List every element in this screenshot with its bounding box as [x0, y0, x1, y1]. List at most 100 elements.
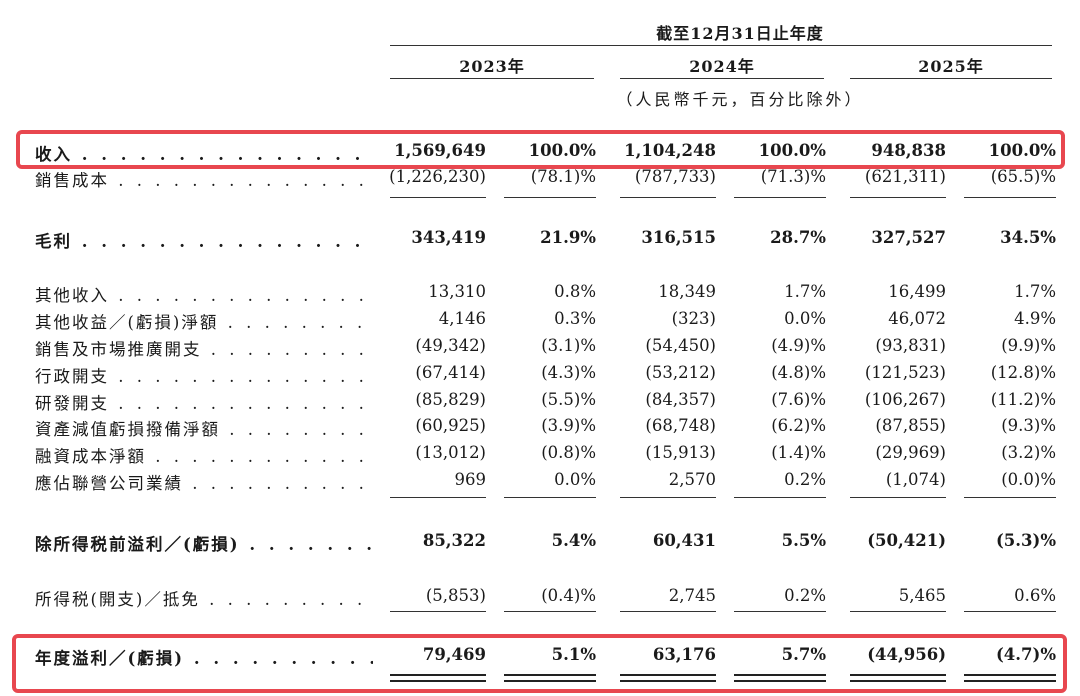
row-label-text: 其他收益／(虧損)淨額	[35, 313, 219, 332]
percent-cell: (1.4)%	[771, 443, 826, 462]
row-label-text: 銷售及市場推廣開支	[35, 340, 202, 359]
year-underline-2024	[620, 78, 824, 79]
row-label: 資產減值虧損撥備淨額 . . . . . . . . . . . . . . .…	[35, 416, 373, 442]
amount-cell: 46,072	[888, 309, 946, 328]
row-label: 毛利 . . . . . . . . . . . . . . . . . . .…	[35, 228, 373, 254]
amount-cell: 948,838	[871, 141, 946, 160]
percent-cell: 5.7%	[781, 645, 826, 664]
percent-cell: 100.0%	[758, 141, 826, 160]
period-header: 截至12月31日止年度	[656, 24, 824, 43]
percent-cell: (78.1)%	[530, 167, 596, 186]
amount-cell: 60,431	[652, 531, 716, 550]
leader-dots: . . . . . . . . . . . . . . . . . . . . …	[210, 340, 373, 359]
row-label-text: 應佔聯營公司業績	[35, 474, 183, 493]
amount-cell: 18,349	[658, 282, 716, 301]
table-row: 融資成本淨額 . . . . . . . . . . . . . . . . .…	[0, 443, 1080, 469]
row-label: 銷售成本 . . . . . . . . . . . . . . . . . .…	[35, 167, 373, 193]
leader-dots: . . . . . . . . . . . . . . . . . . . . …	[227, 313, 373, 332]
unit-note: （人民幣千元，百分比除外）	[616, 90, 864, 109]
percent-cell: (3.1)%	[541, 336, 596, 355]
subtotal-underline	[620, 611, 716, 612]
subtotal-underline	[964, 197, 1056, 198]
amount-cell: (54,450)	[645, 336, 716, 355]
amount-cell: 79,469	[422, 645, 486, 664]
row-label: 融資成本淨額 . . . . . . . . . . . . . . . . .…	[35, 443, 373, 469]
year-underline-2025	[850, 78, 1052, 79]
subtotal-underline	[964, 611, 1056, 612]
amount-cell: 327,527	[871, 228, 946, 247]
percent-cell: 0.0%	[554, 470, 596, 489]
amount-cell: (1,226,230)	[389, 167, 486, 186]
subtotal-underline	[850, 497, 946, 498]
percent-cell: (71.3)%	[760, 167, 826, 186]
row-label-text: 除所得税前溢利／(虧損)	[35, 535, 240, 554]
amount-cell: (84,357)	[645, 390, 716, 409]
subtotal-underline	[390, 197, 486, 198]
amount-cell: 16,499	[888, 282, 946, 301]
percent-cell: 28.7%	[770, 228, 826, 247]
amount-cell: (49,342)	[415, 336, 486, 355]
table-row: 行政開支 . . . . . . . . . . . . . . . . . .…	[0, 363, 1080, 389]
row-label: 其他收入 . . . . . . . . . . . . . . . . . .…	[35, 282, 373, 308]
table-row: 銷售成本 . . . . . . . . . . . . . . . . . .…	[0, 167, 1080, 193]
row-label: 研發開支 . . . . . . . . . . . . . . . . . .…	[35, 390, 373, 416]
leader-dots: . . . . . . . . . . . . . . . . . . . . …	[155, 447, 373, 466]
percent-cell: (6.2)%	[771, 416, 826, 435]
percent-cell: (0.4)%	[541, 586, 596, 605]
row-label-text: 其他收入	[35, 286, 109, 305]
percent-cell: (4.8)%	[771, 363, 826, 382]
percent-cell: 0.6%	[1014, 586, 1056, 605]
row-label-text: 行政開支	[35, 367, 109, 386]
subtotal-underline	[620, 197, 716, 198]
total-double-underline	[504, 674, 596, 682]
percent-cell: (5.5)%	[541, 390, 596, 409]
table-row: 研發開支 . . . . . . . . . . . . . . . . . .…	[0, 390, 1080, 416]
amount-cell: (121,523)	[864, 363, 946, 382]
row-label: 所得税(開支)／抵免 . . . . . . . . . . . . . . .…	[35, 586, 373, 612]
leader-dots: . . . . . . . . . . . . . . . . . . . . …	[229, 420, 373, 439]
amount-cell: (87,855)	[875, 416, 946, 435]
total-double-underline	[390, 674, 486, 682]
amount-cell: (53,212)	[645, 363, 716, 382]
table-row: 所得税(開支)／抵免 . . . . . . . . . . . . . . .…	[0, 586, 1080, 612]
row-label-text: 資產減值虧損撥備淨額	[35, 420, 220, 439]
percent-cell: 0.2%	[784, 586, 826, 605]
row-label-text: 所得税(開支)／抵免	[35, 590, 200, 609]
amount-cell: (5,853)	[425, 586, 486, 605]
row-label-text: 收入	[35, 145, 72, 164]
leader-dots: . . . . . . . . . . . . . . . . . . . . …	[118, 394, 373, 413]
table-row: 應佔聯營公司業績 . . . . . . . . . . . . . . . .…	[0, 470, 1080, 496]
subtotal-underline	[734, 611, 826, 612]
row-label: 銷售及市場推廣開支 . . . . . . . . . . . . . . . …	[35, 336, 373, 362]
percent-cell: (7.6)%	[771, 390, 826, 409]
total-double-underline	[734, 674, 826, 682]
percent-cell: 4.9%	[1014, 309, 1056, 328]
percent-cell: (3.2)%	[1001, 443, 1056, 462]
percent-cell: 100.0%	[988, 141, 1056, 160]
percent-cell: (4.3)%	[541, 363, 596, 382]
leader-dots: . . . . . . . . . . . . . . . . . . . . …	[192, 474, 373, 493]
amount-cell: (13,012)	[415, 443, 486, 462]
subtotal-underline	[390, 611, 486, 612]
amount-cell: 343,419	[411, 228, 486, 247]
table-row: 資產減值虧損撥備淨額 . . . . . . . . . . . . . . .…	[0, 416, 1080, 442]
table-row: 銷售及市場推廣開支 . . . . . . . . . . . . . . . …	[0, 336, 1080, 362]
amount-cell: (106,267)	[864, 390, 946, 409]
year-header-2024: 2024年	[689, 57, 755, 76]
percent-cell: (11.2)%	[990, 390, 1056, 409]
row-label-text: 年度溢利／(虧損)	[35, 649, 185, 668]
percent-cell: 0.2%	[784, 470, 826, 489]
amount-cell: (85,829)	[415, 390, 486, 409]
leader-dots: . . . . . . . . . . . . . . . . . . . . …	[118, 367, 373, 386]
amount-cell: (1,074)	[885, 470, 946, 489]
percent-cell: (65.5)%	[990, 167, 1056, 186]
amount-cell: (621,311)	[864, 167, 946, 186]
amount-cell: (93,831)	[875, 336, 946, 355]
leader-dots: . . . . . . . . . . . . . . . . . . . . …	[118, 286, 373, 305]
amount-cell: (323)	[671, 309, 716, 328]
percent-cell: 0.3%	[554, 309, 596, 328]
table-row: 其他收入 . . . . . . . . . . . . . . . . . .…	[0, 282, 1080, 308]
percent-cell: (0.0)%	[1001, 470, 1056, 489]
percent-cell: 5.1%	[551, 645, 596, 664]
leader-dots: . . . . . . . . . . . . . . . . . . . . …	[81, 232, 373, 251]
